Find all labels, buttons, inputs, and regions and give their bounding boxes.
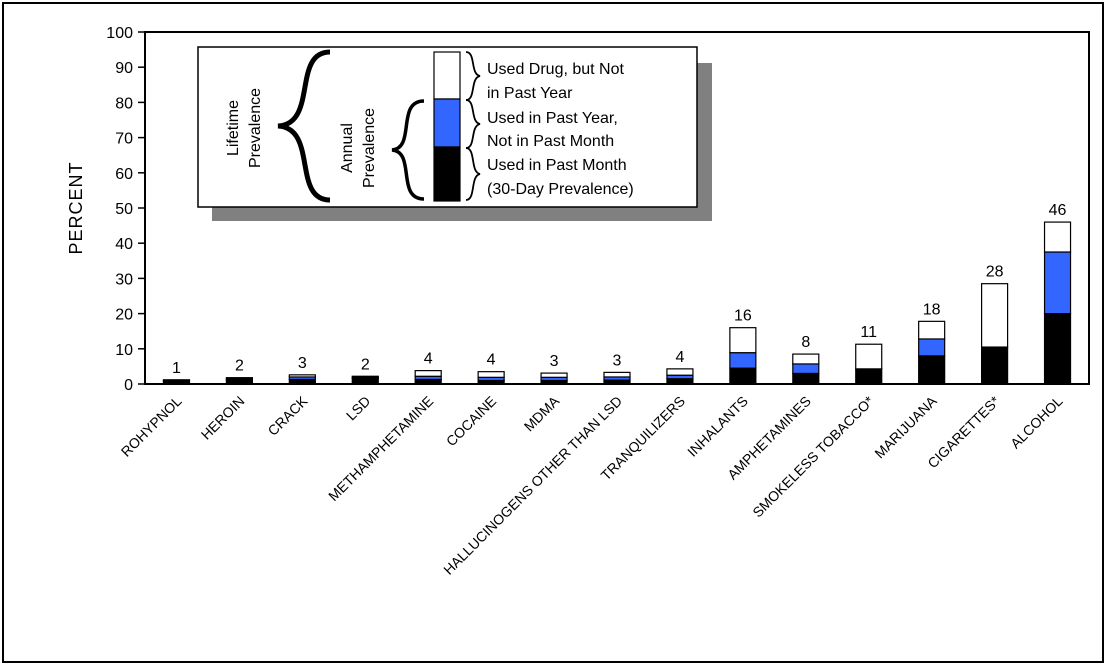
y-tick-label: 90	[115, 60, 133, 77]
bar-segment	[351, 377, 379, 385]
value-label: 2	[361, 356, 370, 373]
item-brace-1-icon	[465, 51, 481, 101]
y-tick-label: 60	[115, 166, 133, 183]
category-label: MARIJUANA	[871, 392, 940, 461]
bar-segment	[225, 379, 253, 385]
bar-segment	[603, 371, 631, 378]
y-tick-label: 10	[115, 342, 133, 359]
bar-segment	[414, 378, 442, 385]
value-label: 2	[235, 358, 244, 375]
annual-brace-icon	[391, 99, 425, 201]
legend-swatch-past-year	[433, 98, 461, 148]
legend-item1-line2: in Past Year	[487, 85, 573, 102]
bar-segment	[288, 378, 316, 385]
legend-annual-line2: Prevalence	[361, 108, 378, 188]
value-label: 11	[860, 324, 877, 341]
bar-segment	[414, 370, 442, 377]
bar-segment	[162, 379, 191, 382]
bar-segment	[477, 371, 505, 378]
category-label: HEROIN	[198, 393, 248, 443]
bar-segment	[1043, 221, 1072, 253]
legend-annual-line1: Annual	[339, 123, 356, 173]
bar-segment	[729, 367, 757, 385]
bars	[162, 221, 1072, 385]
y-tick-label: 0	[124, 377, 133, 394]
value-labels: 1 2 3 2 4 4 3 3 4 16 8 11 18 28 46	[172, 202, 1067, 377]
value-label: 3	[613, 352, 622, 369]
value-label: 4	[424, 351, 433, 368]
legend-item3-line2: (30-Day Prevalence)	[487, 181, 634, 198]
bar-segment	[918, 338, 946, 357]
legend-swatch-past-month	[433, 146, 461, 202]
y-tick-label: 40	[115, 236, 133, 253]
bar-segment	[792, 363, 820, 375]
bar-segment	[1043, 251, 1072, 315]
value-label: 18	[923, 301, 941, 318]
value-label: 1	[172, 360, 181, 377]
value-label: 8	[801, 334, 810, 351]
bar-segment	[225, 377, 253, 380]
bar-segment	[351, 375, 379, 378]
category-label: ALCOHOL	[1007, 393, 1066, 452]
legend-item3-line1: Used in Past Month	[487, 157, 627, 174]
legend-item2-line2: Not in Past Month	[487, 133, 614, 150]
category-label: MDMA	[521, 392, 563, 434]
bar-segment	[855, 343, 883, 370]
value-label: 16	[734, 308, 752, 325]
value-label: 28	[986, 264, 1004, 281]
bar-segment	[666, 378, 694, 385]
item-brace-2-icon	[465, 99, 481, 149]
bar-segment	[288, 374, 316, 378]
y-axis: 0 10 20 30 40 50 60 70 80 90 100	[106, 25, 145, 394]
bar-segment	[540, 372, 568, 378]
legend-lifetime-line2: Prevalence	[247, 88, 264, 168]
category-label: INHALANTS	[684, 393, 751, 460]
value-label: 3	[550, 353, 559, 370]
bar-segment	[729, 327, 757, 354]
value-label: 46	[1049, 202, 1067, 219]
value-label: 3	[298, 355, 307, 372]
bar-segment	[1043, 313, 1072, 385]
category-label: COCAINE	[443, 393, 499, 449]
bar-segment	[918, 320, 946, 340]
bar-segment	[792, 353, 820, 365]
category-label: CRACK	[264, 392, 310, 438]
y-tick-label: 30	[115, 271, 133, 288]
item-brace-3-icon	[465, 147, 481, 201]
y-tick-label: 50	[115, 201, 133, 218]
y-tick-label: 70	[115, 131, 133, 148]
lifetime-brace-icon	[277, 49, 331, 203]
category-label: LSD	[343, 393, 374, 424]
category-label: METHAMPHETAMINE	[325, 393, 436, 504]
value-label: 4	[675, 349, 684, 366]
category-label: ROHYPNOL	[118, 393, 185, 460]
value-label: 4	[487, 352, 496, 369]
bar-segment	[855, 368, 883, 385]
y-tick-label: 100	[106, 25, 133, 42]
y-tick-label: 20	[115, 307, 133, 324]
legend-lifetime-line1: Lifetime	[225, 100, 242, 156]
bar-segment	[729, 352, 757, 369]
legend-item2-line1: Used in Past Year,	[487, 110, 618, 127]
legend-swatch-lifetime	[433, 51, 461, 100]
legend-item1-line1: Used Drug, but Not	[487, 61, 625, 78]
category-label: SMOKELESS TOBACCO*	[749, 392, 877, 520]
y-axis-title: PERCENT	[66, 161, 86, 254]
bar-segment	[918, 355, 946, 385]
legend: Lifetime Prevalence Annual Prevalence Us…	[197, 46, 712, 221]
bar-segment	[666, 368, 694, 376]
y-tick-label: 80	[115, 95, 133, 112]
bar-segment	[792, 372, 820, 385]
bar-segment	[980, 283, 1009, 348]
bar-segment	[980, 346, 1009, 385]
